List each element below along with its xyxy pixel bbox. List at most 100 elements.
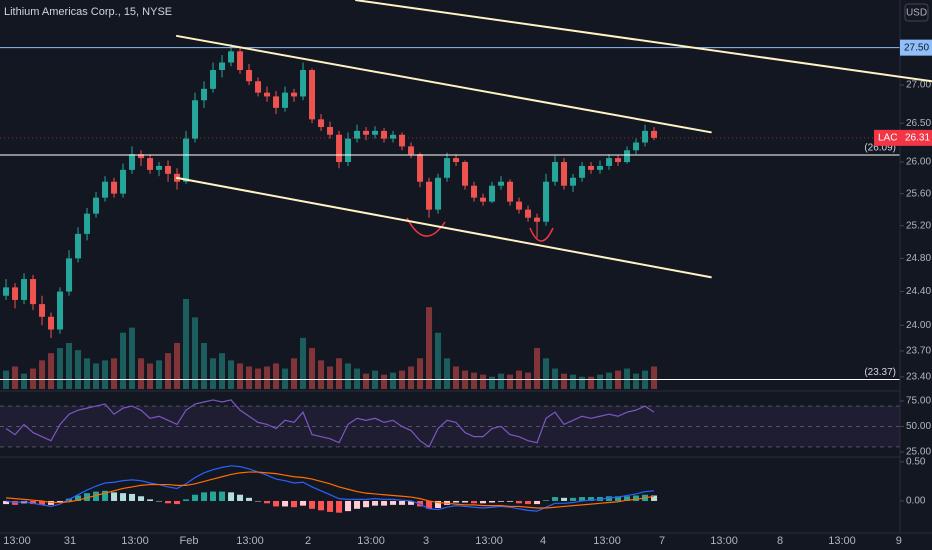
candle-body — [84, 213, 91, 234]
candle-body — [399, 134, 406, 147]
cup-annotation — [529, 227, 554, 242]
candle-body — [273, 96, 280, 108]
volume-bar — [552, 368, 559, 389]
candle-body — [408, 146, 415, 155]
volume-bar — [489, 376, 496, 389]
volume-bar — [480, 374, 487, 389]
macd-line — [5, 465, 655, 512]
volume-bar — [507, 374, 514, 389]
macd-histogram-bar — [354, 500, 361, 509]
y-tick-label: 25.60 — [906, 188, 931, 199]
volume-bar — [651, 366, 658, 389]
candle-body — [21, 279, 28, 300]
trend-line — [175, 34, 712, 134]
candle-body — [336, 134, 343, 163]
volume-bar — [354, 368, 361, 389]
candle-body — [435, 177, 442, 210]
candle-body — [309, 70, 316, 120]
candle-body — [570, 177, 577, 186]
macd-histogram-bar — [498, 500, 505, 502]
candle-body — [39, 304, 46, 317]
volume-bar — [309, 348, 316, 389]
volume-bar — [624, 368, 631, 389]
macd-histogram-bar — [300, 500, 307, 506]
volume-bar — [435, 332, 442, 389]
macd-histogram-bar — [84, 493, 91, 501]
candle-body — [507, 181, 514, 202]
macd-histogram-bar — [462, 500, 469, 503]
macd-histogram-bar — [363, 500, 370, 508]
volume-bar — [12, 366, 19, 389]
y-tick-label: 24.80 — [906, 253, 931, 264]
macd-histogram-bar — [489, 500, 496, 503]
volume-bar — [534, 348, 541, 389]
candle-body — [651, 130, 658, 138]
macd-histogram-bar — [381, 500, 388, 506]
macd-histogram-bar — [255, 500, 262, 502]
macd-histogram-bar — [192, 494, 199, 501]
macd-histogram-bar — [138, 496, 145, 501]
macd-histogram-bar — [273, 500, 280, 507]
candle-body — [246, 70, 253, 82]
macd-histogram-bar — [471, 500, 478, 504]
volume-bar — [525, 372, 532, 389]
y-tick-label: 26.50 — [906, 118, 931, 129]
macd-histogram-bar — [579, 497, 586, 501]
y-tick-label: 75.00 — [906, 396, 931, 407]
candle-body — [66, 258, 73, 292]
macd-histogram-bar — [210, 491, 217, 501]
volume-bar — [102, 360, 109, 389]
y-tick-label: 23.40 — [906, 372, 931, 383]
macd-histogram-bar — [282, 500, 289, 507]
volume-bar — [192, 317, 199, 389]
candle-body — [93, 197, 100, 214]
macd-histogram-bar — [426, 500, 433, 509]
candle-body — [588, 165, 595, 170]
macd-histogram-bar — [291, 500, 298, 508]
macd-histogram-bar — [453, 500, 460, 503]
volume-bar — [300, 337, 307, 389]
candle-body — [561, 162, 568, 186]
volume-bar — [66, 342, 73, 389]
chart-title: Lithium Americas Corp., 15, NYSE — [4, 6, 172, 18]
plot-layer — [0, 43, 900, 513]
volume-bar — [606, 372, 613, 389]
candle-body — [534, 217, 541, 222]
volume-bar — [498, 373, 505, 389]
candle-body — [237, 51, 244, 71]
volume-bar — [336, 358, 343, 389]
currency: USD — [906, 8, 927, 19]
macd-histogram-bar — [102, 490, 109, 501]
volume-bar — [156, 360, 163, 389]
candle-body — [219, 62, 226, 71]
currency-box[interactable] — [904, 3, 929, 22]
volume-bar — [210, 358, 217, 389]
candle-body — [444, 158, 451, 178]
y-tick-label: 0.50 — [906, 457, 926, 468]
macd-histogram-bar — [372, 500, 379, 506]
candle-body — [57, 291, 64, 330]
x-tick-label: 4 — [540, 535, 546, 547]
macd-histogram-bar — [111, 492, 118, 501]
volume-bar — [75, 350, 82, 389]
y-tick-label: 26.00 — [906, 157, 931, 168]
candle-body — [516, 201, 523, 210]
x-tick-label: 7 — [659, 535, 665, 547]
macd-histogram-bar — [552, 497, 559, 501]
x-tick-label: 2 — [305, 535, 311, 547]
candle-body — [291, 92, 298, 97]
x-tick-label: 13:00 — [475, 535, 503, 547]
macd-histogram-bar — [327, 500, 334, 512]
macd-histogram-bar — [120, 493, 127, 501]
candle-body — [543, 181, 550, 222]
x-tick-label: Feb — [180, 535, 199, 547]
candle-body — [480, 197, 487, 202]
macd-histogram-bar — [174, 500, 181, 505]
macd-histogram-bar — [408, 500, 415, 505]
x-tick-label: 13:00 — [593, 535, 621, 547]
price-label-box — [900, 39, 932, 56]
candle-body — [12, 287, 19, 300]
y-tick-label: 24.00 — [906, 320, 931, 331]
macd-histogram-bar — [435, 500, 442, 508]
